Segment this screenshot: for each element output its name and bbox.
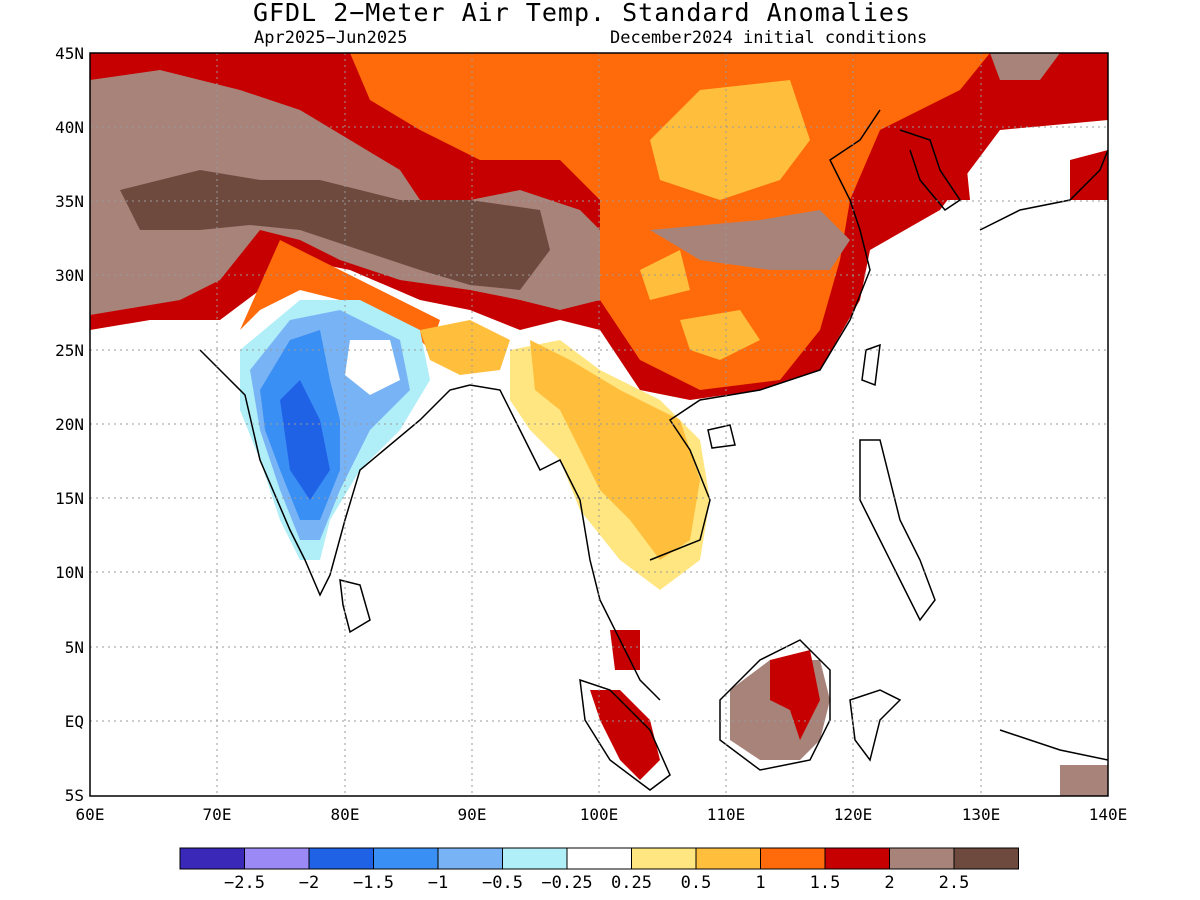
- colorbar-swatch: [308, 847, 374, 870]
- region-india-white: [345, 340, 400, 395]
- colorbar-swatch: [566, 847, 632, 870]
- lon-tick-label: 130E: [962, 805, 1001, 824]
- lat-tick-label: 10N: [55, 563, 84, 582]
- colorbar-swatch: [953, 847, 1019, 870]
- lat-tick-label: 30N: [55, 266, 84, 285]
- coast-burma-thai: [469, 384, 661, 701]
- colorbar-label: −1.5: [353, 873, 394, 893]
- colorbar-swatch: [889, 847, 955, 870]
- lon-axis: 60E 70E 80E 90E 100E 110E 120E 130E 140E: [76, 805, 1128, 824]
- coast-philippines: [859, 439, 936, 622]
- colorbar-label: −1: [428, 873, 448, 893]
- colorbar-label: 1: [755, 873, 765, 893]
- lat-tick-label: 40N: [55, 118, 84, 137]
- colorbar: −2.5 −2 −1.5 −1 −0.5 −0.25 0.25 0.5 1 1.5 2 2.5: [179, 847, 1019, 893]
- colorbar-label: 2.5: [939, 873, 970, 893]
- forecast-period: Apr2025−Jun2025: [254, 28, 408, 48]
- region-yellow-south: [680, 310, 760, 360]
- lon-tick-label: 60E: [76, 805, 105, 824]
- lon-tick-label: 90E: [458, 805, 487, 824]
- coast-newguinea: [999, 729, 1108, 761]
- lon-tick-label: 120E: [834, 805, 873, 824]
- lat-tick-label: 5S: [65, 786, 84, 805]
- colorbar-swatch: [631, 847, 697, 870]
- initial-conditions: December2024 initial conditions: [610, 28, 928, 48]
- colorbar-swatch: [695, 847, 761, 870]
- map-frame: [89, 52, 1109, 797]
- coast-sulawesi: [849, 689, 902, 762]
- lat-tick-label: 5N: [65, 638, 84, 657]
- region-borneo-red: [770, 650, 820, 740]
- region-brown-east: [650, 210, 850, 270]
- lat-tick-label: EQ: [65, 712, 84, 731]
- colorbar-label: 2: [884, 873, 894, 893]
- colorbar-swatch: [502, 847, 568, 870]
- region-orange-china: [350, 53, 990, 390]
- colorbar-swatch: [179, 847, 245, 870]
- region-yellow-china: [650, 80, 810, 200]
- region-newguinea-brown: [1060, 765, 1108, 796]
- lon-tick-label: 110E: [707, 805, 746, 824]
- lat-tick-label: 25N: [55, 341, 84, 360]
- colorbar-label: −2.5: [224, 873, 265, 893]
- colorbar-swatch: [437, 847, 503, 870]
- graticule: [90, 53, 1108, 796]
- coast-japan: [979, 149, 1108, 231]
- coast-sumatra: [579, 678, 671, 791]
- colorbar-label: 0.5: [681, 873, 712, 893]
- lat-tick-label: 45N: [55, 44, 84, 63]
- colorbar-label: 1.5: [810, 873, 841, 893]
- colorbar-label: −0.25: [541, 873, 592, 893]
- colorbar-label: 0.25: [611, 873, 652, 893]
- region-korea-red: [930, 150, 970, 200]
- coastlines: [199, 109, 1108, 791]
- lon-tick-label: 70E: [203, 805, 232, 824]
- region-brown-dark: [120, 170, 550, 290]
- region-india-blue3: [280, 380, 330, 500]
- coast-korea: [899, 129, 962, 211]
- colorbar-swatch: [760, 847, 826, 870]
- region-japan-brown: [990, 53, 1060, 80]
- lat-tick-label: 20N: [55, 415, 84, 434]
- lon-tick-label: 140E: [1089, 805, 1128, 824]
- colorbar-label: −2: [299, 873, 319, 893]
- lon-tick-label: 100E: [580, 805, 619, 824]
- region-sumatra-red: [590, 690, 660, 780]
- region-seasia-orange: [530, 340, 700, 560]
- map-title: GFDL 2−Meter Air Temp. Standard Anomalie…: [252, 0, 912, 27]
- colorbar-label: −0.5: [482, 873, 523, 893]
- coast-borneo: [719, 639, 831, 771]
- colorbar-swatch: [824, 847, 890, 870]
- coast-srilanka: [339, 579, 371, 634]
- lat-axis: 5S EQ 5N 10N 15N 20N 25N 30N 35N 40N 45N: [55, 44, 84, 805]
- coast-hainan: [707, 424, 736, 449]
- lat-tick-label: 35N: [55, 192, 84, 211]
- colorbar-swatch: [373, 847, 439, 870]
- coast-india: [199, 349, 471, 597]
- colorbar-swatch: [244, 847, 310, 870]
- region-japan-red: [1070, 150, 1108, 200]
- region-orange-himalaya: [240, 240, 440, 350]
- lon-tick-label: 80E: [331, 805, 360, 824]
- lat-tick-label: 15N: [55, 489, 84, 508]
- coast-vietnam-china: [649, 109, 881, 561]
- coast-taiwan: [861, 343, 881, 387]
- region-bangladesh: [420, 320, 510, 375]
- region-yellow-center: [640, 250, 690, 300]
